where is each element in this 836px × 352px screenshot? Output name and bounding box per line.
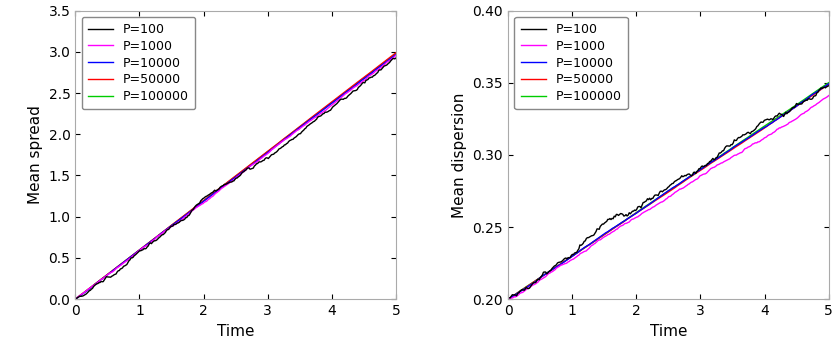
Line: P=100: P=100 — [75, 58, 395, 300]
P=1000 — [260, 153, 270, 158]
P=1000 — [694, 174, 704, 178]
P=1000 — [773, 126, 783, 130]
Line: P=100000: P=100000 — [75, 54, 395, 299]
P=100000 — [692, 169, 702, 173]
Legend: P=100, P=1000, P=10000, P=50000, P=100000: P=100, P=1000, P=10000, P=50000, P=10000… — [513, 17, 627, 109]
Line: P=100: P=100 — [507, 86, 828, 298]
P=100000 — [260, 152, 270, 156]
P=50000 — [692, 170, 702, 174]
P=100000 — [698, 165, 708, 169]
P=10000 — [503, 296, 513, 301]
Line: P=1000: P=1000 — [507, 96, 828, 299]
P=10000 — [260, 152, 270, 157]
P=100000 — [502, 297, 512, 301]
P=100000 — [261, 151, 271, 155]
P=100000 — [70, 297, 80, 301]
P=10000 — [793, 102, 803, 107]
P=100 — [340, 96, 350, 101]
P=1000 — [505, 296, 515, 300]
P=100 — [793, 102, 803, 106]
P=100 — [693, 166, 703, 171]
P=50000 — [266, 146, 276, 151]
P=50000 — [793, 103, 803, 107]
Line: P=50000: P=50000 — [507, 84, 828, 299]
P=10000 — [261, 152, 271, 156]
P=50000 — [503, 296, 513, 301]
P=100 — [390, 56, 400, 60]
P=50000 — [698, 166, 708, 170]
P=100000 — [772, 115, 782, 119]
P=1000 — [823, 94, 833, 98]
Line: P=10000: P=10000 — [75, 55, 395, 299]
P=1000 — [700, 172, 710, 176]
P=100 — [692, 169, 702, 173]
P=1000 — [502, 297, 512, 301]
P=100 — [772, 112, 782, 117]
P=100000 — [340, 90, 350, 94]
P=10000 — [693, 169, 703, 173]
P=100 — [502, 296, 512, 301]
P=100 — [698, 164, 708, 168]
P=50000 — [693, 169, 703, 174]
P=1000 — [360, 77, 370, 81]
P=50000 — [360, 74, 370, 78]
P=50000 — [340, 89, 350, 94]
P=1000 — [340, 92, 350, 96]
P=100000 — [360, 75, 370, 79]
Y-axis label: Mean spread: Mean spread — [28, 106, 43, 204]
P=50000 — [70, 297, 80, 301]
P=50000 — [71, 296, 81, 301]
P=10000 — [502, 297, 512, 301]
P=1000 — [70, 297, 80, 301]
P=10000 — [823, 82, 833, 86]
P=1000 — [390, 53, 400, 57]
P=10000 — [266, 147, 276, 152]
P=1000 — [793, 114, 803, 118]
P=100000 — [793, 101, 803, 106]
P=10000 — [692, 169, 702, 174]
P=100000 — [71, 296, 81, 301]
P=10000 — [390, 52, 400, 57]
P=50000 — [261, 150, 271, 155]
Line: P=100000: P=100000 — [507, 83, 828, 299]
P=100 — [823, 84, 833, 88]
P=100000 — [693, 168, 703, 172]
Line: P=10000: P=10000 — [507, 84, 828, 299]
P=1000 — [503, 297, 513, 301]
P=10000 — [340, 90, 350, 95]
P=1000 — [261, 153, 271, 157]
P=100 — [71, 296, 81, 301]
Legend: P=100, P=1000, P=10000, P=50000, P=100000: P=100, P=1000, P=10000, P=50000, P=10000… — [81, 17, 195, 109]
P=1000 — [693, 175, 703, 179]
P=1000 — [266, 148, 276, 152]
P=100000 — [390, 51, 400, 56]
P=50000 — [502, 297, 512, 301]
P=50000 — [823, 82, 833, 86]
X-axis label: Time: Time — [649, 323, 686, 339]
Line: P=1000: P=1000 — [75, 55, 395, 299]
P=100000 — [503, 296, 513, 301]
P=100 — [70, 297, 80, 302]
P=100 — [360, 78, 370, 83]
P=50000 — [772, 117, 782, 121]
P=10000 — [70, 297, 80, 301]
P=100 — [261, 156, 271, 160]
Line: P=50000: P=50000 — [75, 53, 395, 299]
P=10000 — [71, 296, 81, 301]
P=50000 — [260, 151, 270, 155]
P=50000 — [390, 51, 400, 55]
P=1000 — [71, 296, 81, 300]
P=100 — [503, 296, 513, 300]
P=10000 — [360, 75, 370, 80]
P=10000 — [772, 117, 782, 121]
P=100 — [266, 153, 276, 157]
Y-axis label: Mean dispersion: Mean dispersion — [451, 92, 466, 218]
P=100000 — [823, 81, 833, 85]
X-axis label: Time: Time — [217, 323, 254, 339]
P=100 — [260, 157, 270, 161]
P=100000 — [266, 147, 276, 151]
P=10000 — [698, 165, 708, 169]
